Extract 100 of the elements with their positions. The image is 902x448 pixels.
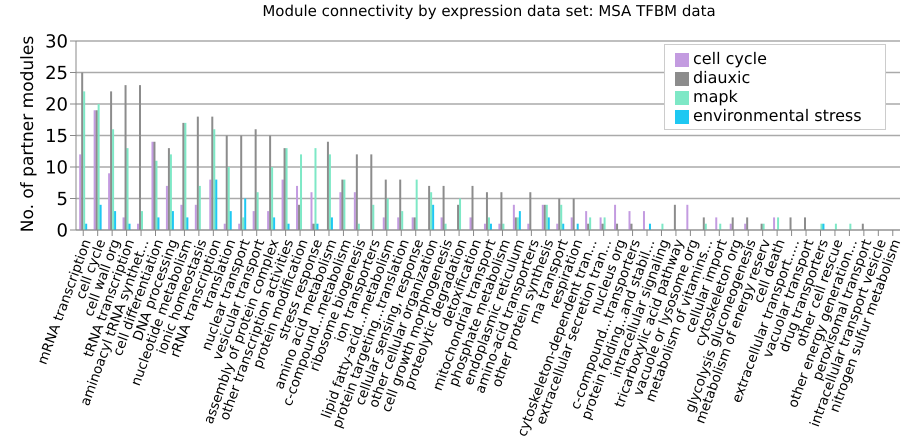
bar bbox=[267, 211, 270, 230]
bar bbox=[256, 192, 259, 230]
bar bbox=[560, 204, 562, 230]
bar bbox=[773, 217, 776, 230]
y-tick-label: 10 bbox=[45, 157, 68, 178]
y-tick-label: 15 bbox=[45, 126, 68, 147]
bar bbox=[570, 217, 573, 230]
bar bbox=[730, 224, 732, 230]
bar bbox=[112, 129, 114, 230]
bar bbox=[273, 217, 276, 230]
bar bbox=[604, 217, 606, 230]
bar bbox=[83, 91, 86, 230]
bar bbox=[614, 204, 616, 230]
bar bbox=[170, 154, 172, 230]
bar bbox=[282, 180, 284, 230]
bar bbox=[432, 204, 434, 230]
y-tick-label: 0 bbox=[56, 220, 68, 242]
bar bbox=[397, 217, 400, 230]
bar bbox=[628, 211, 631, 230]
bar bbox=[186, 217, 188, 230]
legend-label: cell cycle bbox=[693, 49, 767, 68]
bar bbox=[484, 224, 486, 230]
bar bbox=[744, 224, 746, 230]
y-tick-label: 25 bbox=[45, 62, 68, 84]
bar bbox=[490, 224, 492, 230]
bar bbox=[488, 217, 490, 230]
bar bbox=[155, 160, 158, 230]
bar bbox=[194, 204, 197, 230]
bar bbox=[328, 154, 331, 230]
bar bbox=[122, 217, 125, 230]
bar bbox=[576, 224, 579, 230]
bar bbox=[126, 148, 129, 230]
bar bbox=[314, 148, 316, 230]
bar bbox=[382, 217, 385, 230]
legend-label: mapk bbox=[693, 87, 738, 106]
bar bbox=[849, 224, 852, 230]
bar bbox=[459, 198, 462, 230]
bar bbox=[228, 167, 230, 230]
bar bbox=[198, 186, 201, 230]
bar bbox=[401, 211, 404, 230]
bar bbox=[704, 224, 707, 230]
bar bbox=[242, 217, 244, 230]
bar bbox=[527, 224, 530, 230]
y-tick-label: 5 bbox=[56, 188, 68, 210]
bar bbox=[114, 211, 116, 230]
bar bbox=[834, 224, 837, 230]
bar bbox=[354, 192, 356, 230]
bar bbox=[386, 198, 389, 230]
bar bbox=[548, 217, 550, 230]
bar bbox=[79, 154, 82, 230]
bar bbox=[556, 224, 558, 230]
bar bbox=[444, 224, 447, 230]
bar bbox=[562, 224, 564, 230]
bar bbox=[600, 217, 602, 230]
bar bbox=[686, 204, 688, 230]
bar bbox=[719, 224, 722, 230]
bar bbox=[430, 192, 432, 230]
bar bbox=[98, 104, 100, 230]
bar bbox=[213, 129, 216, 230]
bar bbox=[288, 224, 290, 230]
bar bbox=[589, 217, 592, 230]
bar bbox=[128, 224, 131, 230]
bar bbox=[209, 180, 212, 230]
bar bbox=[166, 186, 168, 230]
bar bbox=[339, 192, 342, 230]
y-axis-title: No. of partner modules bbox=[18, 34, 38, 234]
legend-label: environmental stress bbox=[693, 106, 862, 125]
legend-label: diauxic bbox=[693, 68, 750, 87]
bar bbox=[252, 211, 255, 230]
bar bbox=[502, 224, 504, 230]
bar bbox=[230, 211, 232, 230]
bar bbox=[85, 224, 88, 230]
bar bbox=[358, 224, 360, 230]
bar bbox=[215, 180, 218, 230]
bar bbox=[440, 217, 443, 230]
bar bbox=[330, 217, 333, 230]
bar bbox=[777, 217, 780, 230]
bar bbox=[316, 224, 318, 230]
bar bbox=[372, 204, 374, 230]
bar bbox=[310, 192, 312, 230]
bar bbox=[661, 224, 664, 230]
bar bbox=[137, 224, 140, 230]
bar bbox=[648, 224, 651, 230]
bar bbox=[296, 186, 298, 230]
chart-title: Module connectivity by expression data set: MSA TFBM data bbox=[261, 2, 717, 20]
y-tick-label: 20 bbox=[45, 94, 68, 116]
bar bbox=[100, 204, 102, 230]
bar bbox=[585, 211, 588, 230]
bar bbox=[271, 167, 274, 230]
bar bbox=[518, 211, 521, 230]
bar bbox=[416, 180, 418, 230]
bar bbox=[141, 211, 144, 230]
bar bbox=[180, 204, 182, 230]
bar bbox=[642, 211, 645, 230]
bar bbox=[157, 217, 160, 230]
bar bbox=[238, 224, 240, 230]
bar bbox=[715, 217, 718, 230]
bar bbox=[108, 173, 110, 230]
bar bbox=[469, 217, 472, 230]
bar bbox=[172, 211, 174, 230]
